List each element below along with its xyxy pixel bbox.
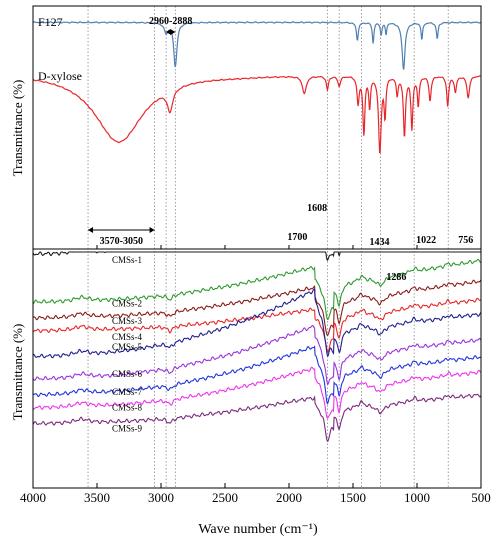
y-axis-label-bottom: Transmittance (%) [10, 324, 25, 421]
arrow-head [166, 29, 172, 35]
series-label: CMSs-6 [112, 369, 143, 379]
top-panel-series [32, 21, 482, 154]
annotation-label: 1608 [307, 203, 327, 214]
series-label: D-xylose [38, 69, 82, 83]
bottom-panel-series [32, 251, 482, 442]
bottom-series-cmss-2 [33, 258, 482, 321]
x-axis-ticks: 4000 3500 3000 2500 2000 1500 1000 500 [20, 245, 491, 505]
top-series-d-xylose [32, 75, 482, 154]
series-label: CMSs-9 [112, 423, 143, 433]
annotation-label: 1022 [416, 235, 436, 246]
x-tick-label: 4000 [20, 490, 46, 505]
reference-lines [87, 6, 449, 488]
bottom-series-cmss-3 [32, 279, 482, 337]
x-tick-label: 1500 [340, 490, 366, 505]
series-label: CMSs-8 [112, 403, 143, 413]
x-tick-label: 3000 [148, 490, 174, 505]
arrow-head [170, 29, 176, 35]
bottom-series-cmss-5 [32, 288, 482, 359]
x-tick-label: 3500 [84, 490, 110, 505]
series-label: CMSs-4 [112, 332, 143, 342]
bottom-series-cmss-7 [32, 345, 482, 405]
bottom-series-cmss-4 [32, 297, 482, 354]
annotation-label: 1700 [287, 232, 307, 243]
series-label: CMSs-7 [112, 387, 143, 397]
y-axis-label-top: Transmittance (%) [10, 80, 25, 177]
annotation-label: 1434 [369, 237, 389, 248]
series-label: CMSs-3 [112, 316, 143, 326]
arrow-head [149, 227, 155, 233]
bottom-series-cmss-1 [32, 251, 481, 262]
x-tick-label: 1000 [404, 490, 430, 505]
x-tick-label: 2500 [212, 490, 238, 505]
annotation-label: 3570-3050 [100, 236, 143, 247]
annotations: 2960-2888 3570-3050 1608 1700 1434 1286 1022 75… [88, 16, 473, 283]
bottom-series-cmss-6 [32, 324, 482, 386]
x-tick-label: 500 [471, 490, 491, 505]
series-label: CMSs-1 [112, 255, 142, 265]
top-series-f127 [32, 21, 482, 70]
annotation-label: 756 [458, 235, 473, 246]
series-label: CMSs-2 [112, 299, 142, 309]
arrow-head [88, 227, 94, 233]
x-tick-label: 2000 [276, 490, 302, 505]
annotation-label: 1286 [386, 272, 406, 283]
series-label: F127 [38, 15, 63, 29]
bottom-series-cmss-9 [32, 393, 482, 442]
annotation-label: 2960-2888 [149, 16, 192, 27]
x-axis-label: Wave number (cm⁻¹) [198, 522, 318, 537]
bottom-series-cmss-8 [32, 366, 482, 419]
series-label: CMSs-5 [112, 342, 143, 352]
